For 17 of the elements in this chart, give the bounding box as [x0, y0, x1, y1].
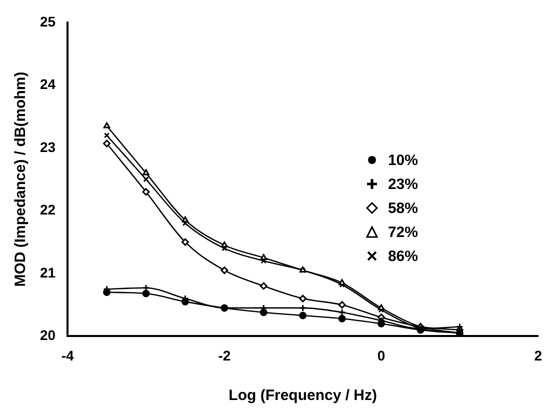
x-axis-title: Log (Frequency / Hz)	[228, 387, 378, 404]
y-tick-label: 23	[40, 138, 56, 155]
x-tick-label: 0	[377, 347, 386, 364]
y-tick-label: 20	[40, 327, 56, 344]
x-tick-label: -4	[61, 347, 74, 364]
legend-label: 58%	[388, 200, 418, 216]
y-tick-label: 25	[40, 13, 56, 30]
y-tick-label: 21	[40, 264, 56, 280]
x-tick-label: -2	[218, 347, 231, 364]
legend-label: 72%	[388, 224, 418, 240]
y-axis-title: MOD (Impedance) / dB(mohm)	[12, 72, 30, 287]
x-tick-label: 2	[534, 347, 542, 364]
y-tick-label: 24	[40, 76, 56, 92]
legend-label: 86%	[388, 248, 418, 264]
y-tick-label: 22	[40, 202, 56, 218]
legend-label: 23%	[388, 176, 418, 192]
legend-label: 10%	[388, 152, 418, 168]
